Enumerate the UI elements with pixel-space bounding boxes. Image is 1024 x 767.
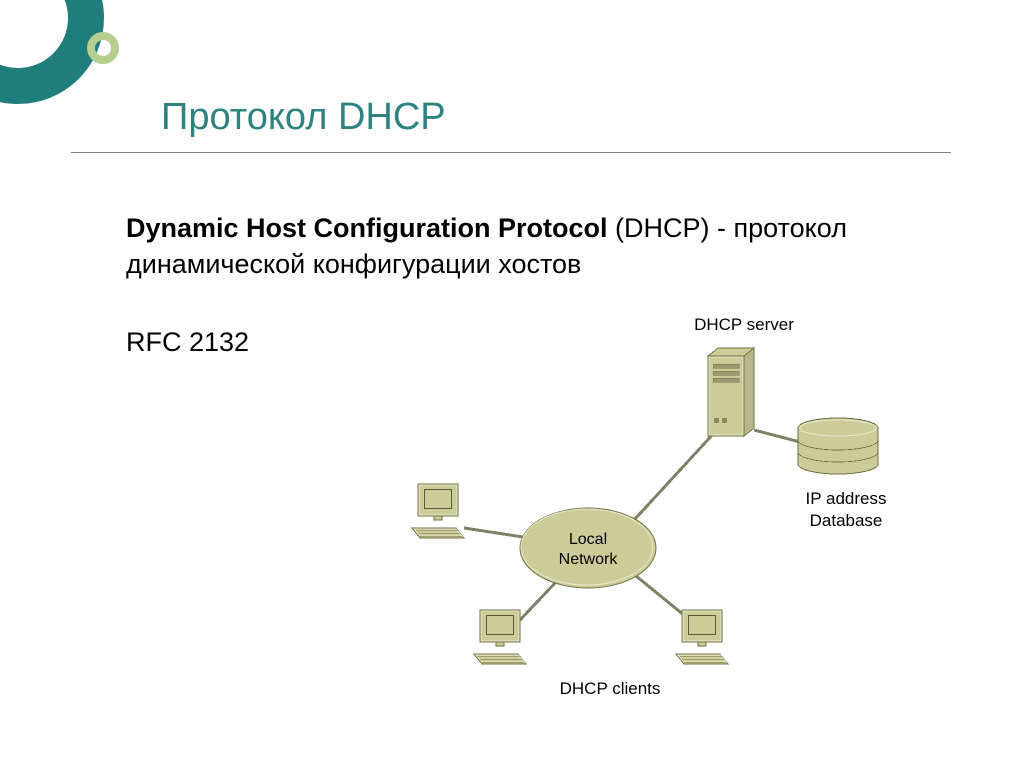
body-bold: Dynamic Host Configuration Protocol xyxy=(126,213,608,243)
svg-text:Local: Local xyxy=(569,531,607,548)
slide-title: Протокол DHCP xyxy=(161,96,446,139)
title-underline xyxy=(71,152,951,153)
svg-text:DHCP clients: DHCP clients xyxy=(560,679,661,698)
body-paragraph-1: Dynamic Host Configuration Protocol (DHC… xyxy=(126,210,926,283)
diagram-svg: Local Network DHCP server IP address Databas… xyxy=(380,310,960,730)
dhcp-network-diagram: Local Network DHCP server IP address Databas… xyxy=(380,310,960,730)
svg-text:DHCP server: DHCP server xyxy=(694,315,794,334)
svg-text:IP address: IP address xyxy=(806,489,887,508)
corner-ring-small xyxy=(87,32,119,64)
svg-text:Database: Database xyxy=(810,511,883,530)
svg-text:Network: Network xyxy=(559,551,619,568)
body-paragraph-2: RFC 2132 xyxy=(126,324,249,360)
